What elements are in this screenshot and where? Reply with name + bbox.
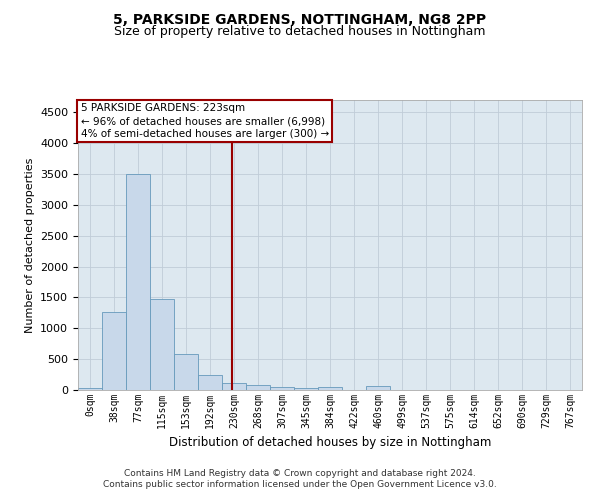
Bar — [126, 174, 150, 390]
Text: Size of property relative to detached houses in Nottingham: Size of property relative to detached ho… — [114, 25, 486, 38]
Bar — [174, 354, 198, 390]
Bar — [78, 388, 102, 390]
Bar — [222, 383, 246, 390]
Bar — [198, 375, 222, 390]
Text: 5 PARKSIDE GARDENS: 223sqm
← 96% of detached houses are smaller (6,998)
4% of se: 5 PARKSIDE GARDENS: 223sqm ← 96% of deta… — [80, 103, 329, 140]
Text: 5, PARKSIDE GARDENS, NOTTINGHAM, NG8 2PP: 5, PARKSIDE GARDENS, NOTTINGHAM, NG8 2PP — [113, 12, 487, 26]
Text: Contains HM Land Registry data © Crown copyright and database right 2024.: Contains HM Land Registry data © Crown c… — [124, 469, 476, 478]
Text: Contains public sector information licensed under the Open Government Licence v3: Contains public sector information licen… — [103, 480, 497, 489]
Bar — [102, 312, 126, 390]
Bar — [150, 298, 174, 390]
Bar — [318, 387, 342, 390]
Y-axis label: Number of detached properties: Number of detached properties — [25, 158, 35, 332]
Bar — [246, 385, 270, 390]
Bar — [270, 387, 294, 390]
Bar — [366, 386, 390, 390]
X-axis label: Distribution of detached houses by size in Nottingham: Distribution of detached houses by size … — [169, 436, 491, 450]
Bar — [294, 388, 318, 390]
